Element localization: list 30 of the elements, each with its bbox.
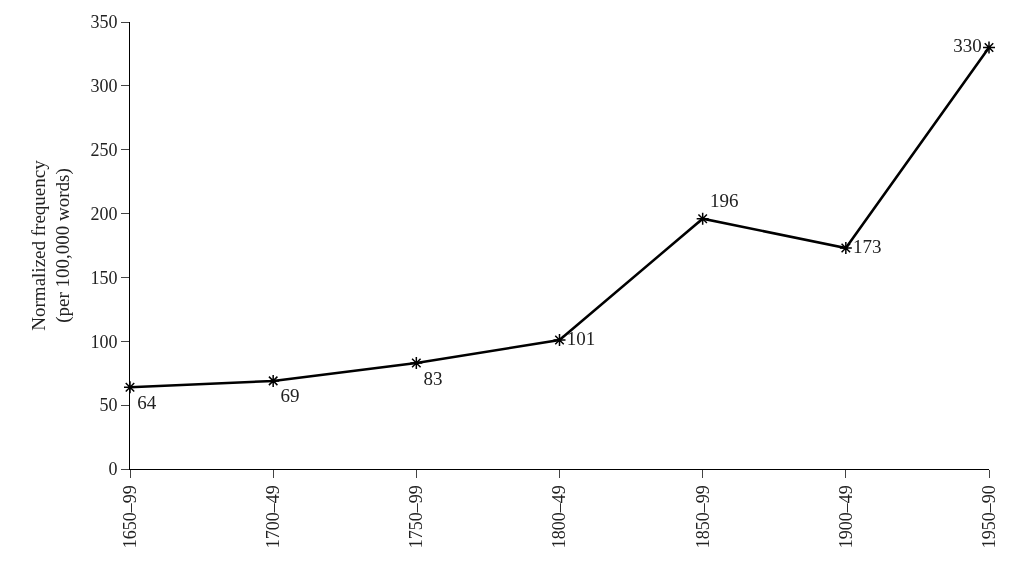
y-tick-label: 0 bbox=[108, 459, 118, 480]
point bbox=[982, 40, 996, 55]
data-label: 173 bbox=[853, 235, 882, 257]
data-label: 69 bbox=[280, 385, 300, 407]
y-tick-label: 100 bbox=[90, 331, 118, 352]
y-tick-label: 250 bbox=[90, 140, 118, 161]
x-tick-label: 1950–90 bbox=[978, 485, 999, 549]
point bbox=[123, 380, 137, 395]
point bbox=[552, 333, 567, 347]
point bbox=[266, 374, 280, 388]
x-tick-label: 1700–49 bbox=[263, 485, 284, 549]
x-tick-label: 1850–99 bbox=[692, 485, 713, 549]
point bbox=[695, 211, 710, 226]
data-label: 64 bbox=[137, 391, 157, 413]
y-tick-label: 350 bbox=[90, 12, 118, 33]
data-label: 83 bbox=[423, 367, 443, 389]
y-tick-label: 200 bbox=[90, 203, 118, 224]
x-tick-label: 1900–49 bbox=[835, 485, 856, 549]
data-label: 330 bbox=[953, 35, 982, 57]
point bbox=[839, 241, 853, 255]
data-label: 101 bbox=[566, 327, 596, 349]
y-tick-label: 150 bbox=[90, 267, 118, 288]
y-tick-label: 50 bbox=[99, 395, 118, 416]
y-axis-title: Normalized frequency (per 100,000 words) bbox=[27, 159, 75, 331]
x-tick-label: 1650–99 bbox=[119, 485, 140, 549]
data-label: 196 bbox=[709, 189, 739, 211]
x-tick-label: 1800–49 bbox=[549, 485, 570, 549]
point bbox=[409, 356, 424, 370]
y-tick-label: 300 bbox=[90, 76, 118, 97]
x-tick-label: 1750–99 bbox=[406, 485, 427, 549]
